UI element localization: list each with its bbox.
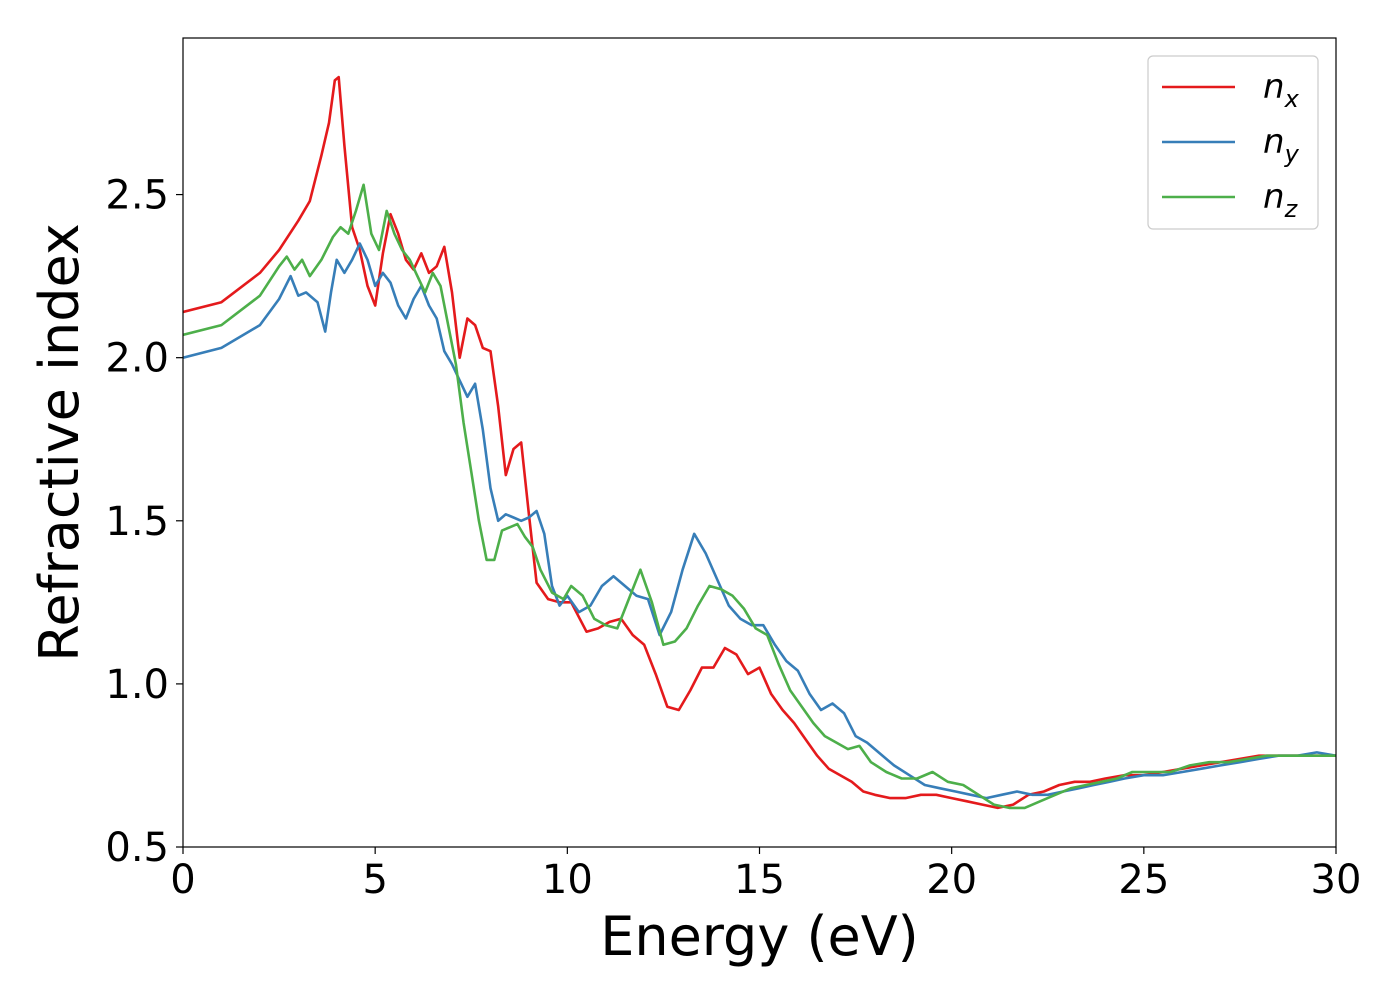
y-tick-label: 2.0 <box>105 336 169 382</box>
legend-label-subscript: x <box>1284 85 1300 113</box>
x-tick-label: 20 <box>926 857 977 903</box>
legend-label-subscript: z <box>1284 195 1299 223</box>
y-axis: 0.5 1.0 1.5 2.0 2.5 <box>105 173 183 871</box>
x-tick-label: 25 <box>1118 857 1169 903</box>
y-tick-label: 1.5 <box>105 499 169 545</box>
legend-label: nx <box>1263 67 1300 113</box>
legend-label-subscript: y <box>1284 140 1300 168</box>
legend-label-base: n <box>1263 122 1285 162</box>
y-tick-label: 2.5 <box>105 173 169 219</box>
x-tick-label: 0 <box>170 857 195 903</box>
legend-label-base: n <box>1263 177 1285 217</box>
legend-label: nz <box>1263 177 1299 223</box>
x-tick-label: 10 <box>542 857 593 903</box>
y-axis-label: Refractive index <box>28 223 91 662</box>
series-line-n-x <box>183 75 1336 810</box>
x-axis: 0 5 10 15 20 25 30 <box>170 847 1361 903</box>
series-line-n-y <box>183 242 1336 800</box>
y-tick-label: 1.0 <box>105 662 169 708</box>
series-line-n-z <box>183 183 1336 810</box>
legend-label: ny <box>1263 122 1300 168</box>
x-tick-label: 5 <box>362 857 387 903</box>
x-tick-label: 15 <box>734 857 785 903</box>
legend-label-base: n <box>1263 67 1285 107</box>
y-tick-label: 0.5 <box>105 825 169 871</box>
series-layer <box>183 75 1336 810</box>
x-tick-label: 30 <box>1311 857 1362 903</box>
x-axis-label: Energy (eV) <box>600 905 919 968</box>
